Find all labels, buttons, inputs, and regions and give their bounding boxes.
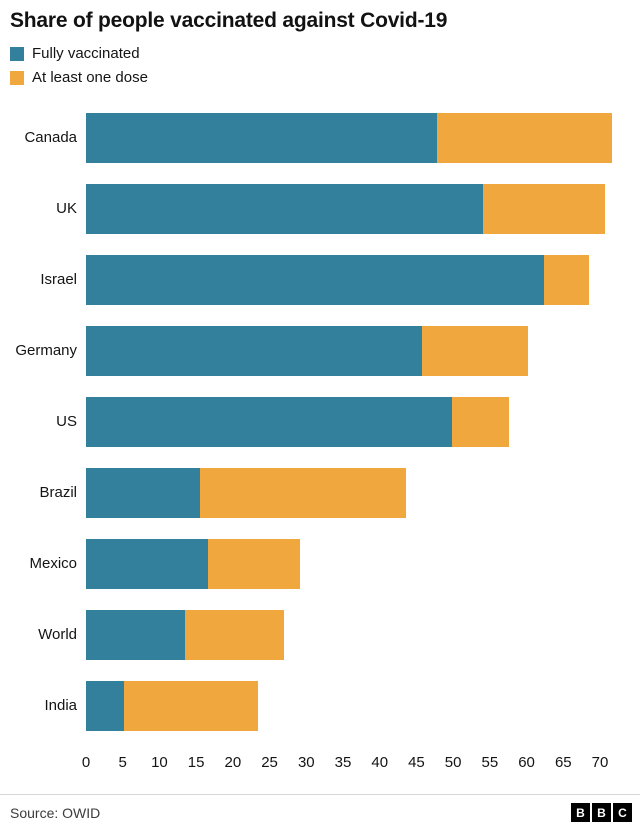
legend-item-fully-vaccinated: Fully vaccinated	[10, 45, 630, 62]
x-axis-tick-label: 60	[518, 754, 535, 771]
footer: Source: OWID B B C	[0, 794, 640, 831]
bbc-logo: B B C	[571, 803, 632, 822]
bar-segment-fully-vaccinated	[86, 183, 483, 234]
bar-segment-one-dose	[200, 467, 407, 518]
chart-row: Canada	[10, 102, 620, 173]
x-axis-tick-label: 25	[261, 754, 278, 771]
chart-row: Brazil	[10, 457, 620, 528]
legend-item-one-dose: At least one dose	[10, 69, 630, 86]
bar-segment-fully-vaccinated	[86, 112, 437, 163]
bar-segment-one-dose	[436, 112, 613, 163]
bar-segment-one-dose	[421, 325, 529, 376]
legend-label-fully-vaccinated: Fully vaccinated	[32, 45, 140, 62]
x-axis-tick-label: 15	[187, 754, 205, 771]
x-axis-tick-label: 20	[224, 754, 242, 771]
bar-segment-fully-vaccinated	[86, 396, 453, 447]
bar-track	[86, 680, 620, 731]
bar-segment-one-dose	[124, 680, 258, 731]
x-axis-tick-label: 65	[554, 754, 572, 771]
chart-row: Israel	[10, 244, 620, 315]
bar-segment-fully-vaccinated	[86, 680, 125, 731]
source-attribution: Source: OWID	[10, 804, 101, 821]
bar-track	[86, 538, 620, 589]
x-axis-tick-label: 35	[334, 754, 352, 771]
bar-track	[86, 396, 620, 447]
bbc-logo-block-c: C	[613, 803, 632, 822]
category-label: Brazil	[39, 484, 77, 501]
bar-track	[86, 609, 620, 660]
x-axis-tick-label: 5	[118, 754, 127, 771]
legend: Fully vaccinated At least one dose	[0, 33, 640, 86]
category-label: Germany	[15, 342, 77, 359]
bar-segment-fully-vaccinated	[86, 538, 209, 589]
category-label: Canada	[24, 129, 77, 146]
category-label: Israel	[40, 271, 77, 288]
bar-segment-one-dose	[452, 396, 510, 447]
bar-chart: Canada UK Israel Germany US Brazil Mexico World…	[0, 86, 640, 779]
legend-swatch-fully-vaccinated	[10, 46, 24, 61]
chart-row: World	[10, 599, 620, 670]
chart-row: UK	[10, 173, 620, 244]
chart-row: India	[10, 670, 620, 741]
x-axis-tick-label: 30	[297, 754, 315, 771]
x-axis-tick-label: 50	[444, 754, 462, 771]
bar-segment-fully-vaccinated	[86, 325, 422, 376]
bar-segment-one-dose	[482, 183, 605, 234]
category-label: World	[38, 626, 77, 643]
chart-rows: Canada UK Israel Germany US Brazil Mexico World…	[10, 102, 620, 741]
x-axis-tick-label: 45	[408, 754, 425, 771]
x-axis-tick-label: 40	[371, 754, 389, 771]
chart-row: Mexico	[10, 528, 620, 599]
bar-segment-one-dose	[543, 254, 590, 305]
bar-track	[86, 183, 620, 234]
chart-row: US	[10, 386, 620, 457]
bar-segment-fully-vaccinated	[86, 254, 544, 305]
category-label: US	[56, 413, 77, 430]
bbc-logo-block-b2: B	[592, 803, 611, 822]
x-axis-tick-label: 0	[81, 754, 91, 771]
bar-track	[86, 325, 620, 376]
x-axis-tick-label: 10	[151, 754, 168, 771]
x-axis-tick-label: 55	[481, 754, 499, 771]
category-label: India	[44, 697, 77, 714]
category-label: UK	[56, 200, 77, 217]
bbc-logo-block-b1: B	[571, 803, 590, 822]
x-axis-tick-label: 70	[591, 754, 609, 771]
chart-row: Germany	[10, 315, 620, 386]
category-label: Mexico	[29, 555, 77, 572]
bar-segment-one-dose	[208, 538, 300, 589]
legend-swatch-one-dose	[10, 70, 24, 85]
bar-segment-one-dose	[185, 609, 285, 660]
bar-segment-fully-vaccinated	[86, 609, 186, 660]
bar-track	[86, 467, 620, 518]
bar-track	[86, 254, 620, 305]
bar-segment-fully-vaccinated	[86, 467, 201, 518]
legend-label-one-dose: At least one dose	[32, 69, 148, 86]
bar-track	[86, 112, 620, 163]
chart-title: Share of people vaccinated against Covid…	[10, 9, 448, 32]
x-axis: 0 5 10 15 20 25 30 35 40 45 50 55 60 65 70	[82, 749, 609, 779]
